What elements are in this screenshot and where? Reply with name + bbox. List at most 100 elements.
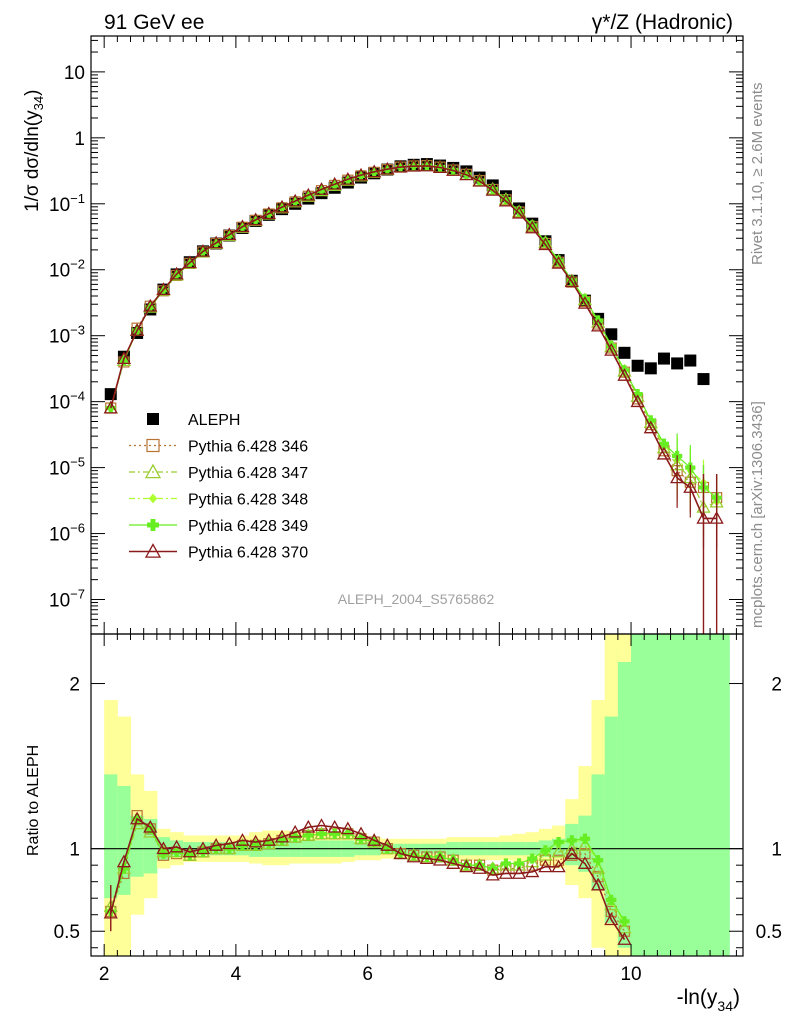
point-p349 [540,237,551,248]
ratio-point-p349 [434,851,446,863]
ratio-point-p370 [538,859,553,873]
ratio-point-p349 [566,835,577,846]
point-data [644,362,657,375]
point-p349 [606,340,617,352]
band-inner [104,774,118,899]
series-line-p347 [110,164,717,509]
ratio-point-p370 [472,861,487,874]
y-tick-label: 10−7 [49,587,85,612]
ratio-point-p370 [498,866,514,879]
y-tick-label: 10−6 [49,521,85,546]
ratio-point-p370 [340,821,355,835]
point-p370 [143,298,158,312]
ratio-point-p349 [276,835,288,846]
ratio-point-p370 [564,846,579,860]
point-data [631,359,644,372]
ratio-point-p370 [577,856,593,869]
legend-marker-p349 [147,519,159,531]
point-p370 [525,220,540,234]
ratio-point-p370 [314,818,329,831]
ratio-point-p349 [421,851,432,863]
ratio-point-p370 [353,826,369,840]
point-p370 [169,266,184,280]
ratio-point-p370 [551,859,566,873]
ratio-point-p370 [261,833,276,846]
legend-label-p370: Pythia 6.428 370 [188,545,308,562]
band-inner [604,716,619,923]
ratio-point-p370 [525,864,540,878]
ratio-point-p349 [145,823,156,834]
ratio-point-p370 [116,854,132,868]
ratio-y-tick-label: 0.5 [54,922,80,943]
point-data [697,373,710,386]
ratio-point-p349 [474,860,485,871]
point-data [618,346,631,359]
ratio-point-p370 [406,849,421,863]
ratio-point-p370 [604,912,619,926]
band-outer [617,634,632,662]
ratio-point-p370 [485,867,500,881]
ratio-point-p349 [329,828,340,839]
ratio-point-p370 [129,811,145,825]
x-tick-label: 2 [99,964,110,985]
ratio-point-p370 [459,859,474,873]
ratio-point-p349 [540,845,551,856]
point-p370 [472,173,487,187]
band-inner [617,650,632,948]
ratio-point-p349 [408,850,419,861]
point-p370 [288,193,303,207]
ratio-y-tick-label: 2 [69,675,80,696]
y-tick-label: 1 [74,129,85,150]
point-data [605,328,618,341]
ratio-point-p370 [617,932,632,945]
ratio-point-p370 [222,836,237,850]
point-p370 [340,171,355,185]
ratio-point-p349 [316,828,327,839]
point-p349 [579,293,591,305]
point-p370 [564,274,579,288]
ratio-point-p370 [393,846,408,860]
ratio-point-p349 [250,840,261,851]
ratio-point-p370 [209,838,224,851]
point-p370 [248,212,263,226]
point-p370 [222,227,237,241]
ratio-point-p370 [367,833,382,846]
point-p370 [656,446,672,460]
point-p370 [393,159,408,173]
ratio-point-p370 [156,841,171,855]
point-p370 [195,244,211,257]
point-p370 [353,167,369,181]
point-p370 [498,193,514,207]
ratio-point-p349 [606,894,617,905]
ratio-point-p349 [211,843,222,854]
ratio-point-p370 [195,841,211,855]
point-p349 [553,255,564,266]
ratio-point-p370 [248,834,263,848]
point-p370 [327,176,342,190]
ratio-point-p370 [288,824,303,838]
point-p370 [617,368,632,381]
y-tick-label: 10−1 [49,191,85,216]
ratio-point-p349 [500,858,512,869]
point-p349 [500,193,512,205]
ratio-point-p347 [551,844,566,858]
point-p349 [645,415,656,426]
ratio-frame [90,633,744,957]
ratio-ylabel: Ratio to ALEPH [25,745,42,856]
legend-label-p349: Pythia 6.428 349 [188,518,308,535]
ratio-point-p346 [552,854,565,866]
y-tick-label: 10−5 [49,455,85,480]
point-p370 [156,282,171,296]
legend-marker-p347 [144,463,162,479]
point-p370 [274,199,290,213]
ratio-xlabel: -ln(y34) [677,986,740,1014]
ratio-line-p348 [110,817,626,924]
point-p370 [551,256,566,269]
point-p370 [116,351,132,365]
band-inner [631,634,730,956]
point-p370 [591,318,606,332]
ratio-point-p349 [197,846,209,858]
point-p370 [367,164,382,178]
point-p370 [511,205,527,219]
